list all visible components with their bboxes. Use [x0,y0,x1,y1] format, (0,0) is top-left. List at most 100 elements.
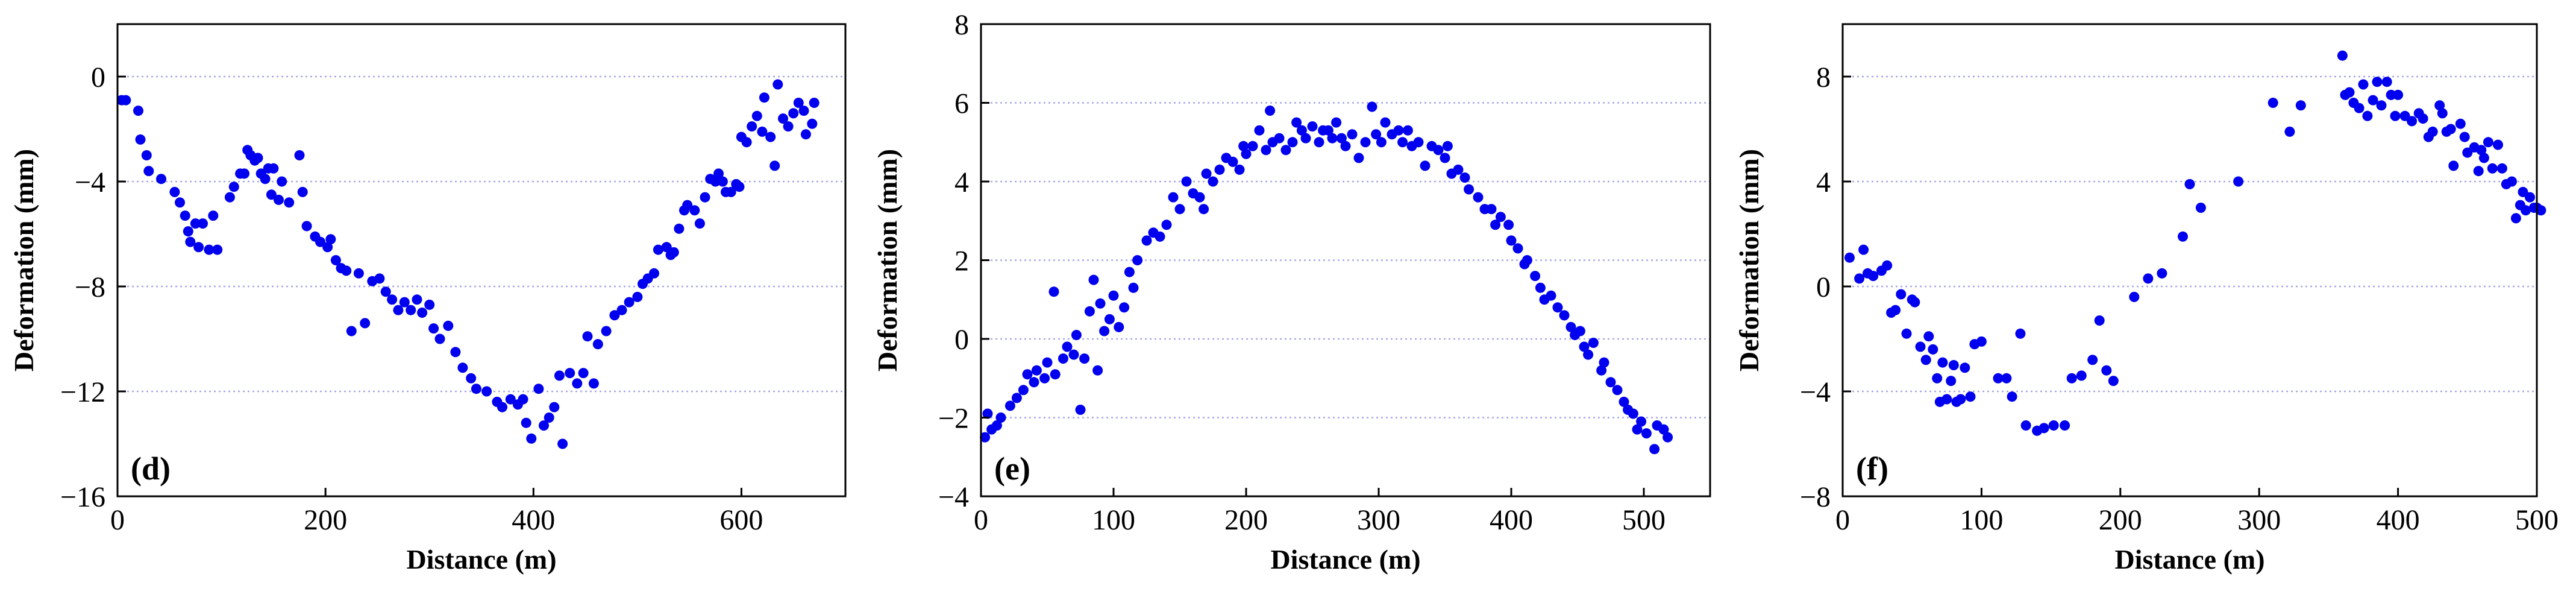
data-point [1955,394,1966,405]
x-tick-label: 400 [2377,504,2420,536]
data-point [1440,153,1450,163]
data-point [788,108,799,119]
data-point [2362,110,2373,121]
data-point [572,378,583,389]
data-point [539,420,549,431]
data-point [175,197,185,208]
x-tick-label: 500 [2515,504,2559,536]
data-point [1022,369,1033,380]
y-tick-label: 8 [1816,62,1831,93]
data-point [616,305,627,315]
data-point [1632,424,1643,435]
data-point [624,297,635,308]
data-point [689,205,700,216]
data-point [2066,373,2077,384]
data-point [2381,77,2392,87]
data-point [1882,260,1893,271]
data-point [141,150,152,160]
data-point [1459,172,1470,183]
data-point [734,182,745,192]
data-point [2354,103,2364,113]
data-point [1331,117,1342,128]
data-point [2195,203,2206,213]
data-point [1088,274,1099,285]
data-point [1039,373,1050,384]
data-point [2462,147,2473,158]
data-point [1254,125,1265,136]
data-point [322,242,333,253]
plot-frame [116,23,847,498]
data-point [2478,153,2489,163]
data-point [1503,220,1514,230]
data-point [1095,298,1106,309]
data-point [1397,137,1408,148]
data-point [1062,341,1073,352]
data-point [294,150,305,160]
data-point [2001,373,2012,384]
y-tick-label: −4 [1800,376,1831,408]
data-point [2048,420,2059,431]
data-point [252,153,263,163]
data-point [757,126,768,137]
data-point [995,412,1006,423]
data-point [406,305,416,315]
data-point [1890,305,1901,315]
data-point [800,129,811,140]
data-point [2376,100,2387,111]
data-point [2094,315,2105,326]
data-point [807,118,818,129]
data-point [1976,336,1987,347]
data-point [1965,391,1976,402]
data-point [2536,205,2546,216]
data-point [1079,353,1090,364]
data-point [2445,124,2456,134]
x-tick-label: 200 [304,504,347,536]
data-point [2020,420,2031,431]
data-point [653,244,663,255]
data-point [1612,385,1623,396]
y-tick-label: −8 [75,271,105,303]
data-point [1923,331,1934,342]
data-point [1948,360,1959,370]
data-point [434,333,445,344]
data-point [1119,302,1130,313]
data-point [274,194,284,205]
data-point [1402,125,1413,136]
data-point [1031,365,1042,376]
data-point [1227,156,1238,167]
x-tick-label: 300 [2237,504,2281,536]
data-point [717,176,728,187]
data-point [741,137,752,148]
data-point [533,384,544,394]
data-point [2076,370,2087,381]
data-point [632,291,643,302]
data-point [2493,139,2503,150]
data-point [783,121,794,132]
data-point [380,286,391,297]
panel-label: (d) [131,450,171,487]
data-point [1495,212,1506,223]
data-point [609,310,620,321]
data-point [169,186,180,197]
data-point [982,408,993,419]
data-point [1155,231,1165,242]
data-point [1307,121,1318,132]
data-point [1579,341,1590,352]
x-axis-label: Distance (m) [406,544,556,575]
data-point [1201,168,1212,179]
data-point [185,236,196,247]
data-point [668,247,679,258]
data-point [747,121,757,132]
data-point [1662,432,1673,443]
data-point [2087,355,2098,365]
data-point [1058,353,1068,364]
data-point [1141,235,1152,246]
data-point [1214,164,1225,175]
panel-d: 0 200 400 600 −16 −12 −8 −4 0 Distance (m) Deforma… [8,23,847,575]
data-point [1464,184,1474,195]
data-point [2129,291,2140,302]
data-point [180,210,190,221]
data-point [2358,79,2369,90]
x-tick-label: 200 [1224,504,1268,536]
y-tick-label: 0 [91,62,105,93]
